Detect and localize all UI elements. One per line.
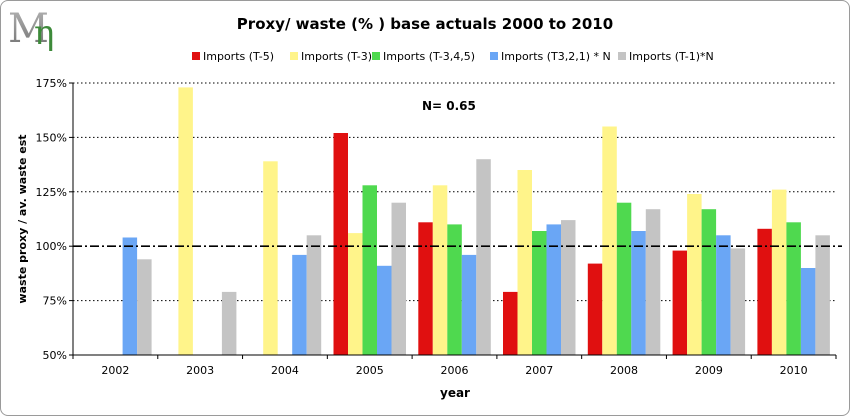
- bar: Imports (T-1)*N 2009: 99%: [730, 248, 746, 355]
- y-tick-label: 50%: [43, 349, 67, 362]
- bar: Imports (T3,2,1) * N 2002: 104%: [122, 237, 138, 355]
- bar: Imports (T-3) 2004: 139%: [263, 161, 278, 355]
- y-tick-label: 75%: [43, 295, 67, 308]
- x-axis: 2002 2003 2004 2005 2006 2007 2008 2009 2010: [72, 355, 837, 377]
- legend-swatch: [490, 52, 498, 60]
- bar: Imports (T3,2,1) * N 2007: 110%: [546, 224, 561, 355]
- bar: Imports (T-3) 2006: 128%: [432, 185, 448, 355]
- x-tick-label: 2006: [441, 364, 469, 377]
- bar: Imports (T-3) 2010: 126%: [771, 189, 787, 355]
- legend-label: Imports (T-3): [301, 50, 372, 63]
- chart-title: Proxy/ waste (% ) base actuals 2000 to 2…: [237, 15, 613, 33]
- logo-eta-glyph: η: [34, 13, 54, 53]
- bar: Imports (T-1)*N 2006: 140%: [476, 159, 491, 355]
- bar: Imports (T3,2,1) * N 2005: 91%: [377, 265, 392, 355]
- bar: Imports (T3,2,1) * N 2008: 107%: [631, 231, 646, 355]
- bar: Imports (T3,2,1) * N 2006: 96%: [461, 254, 477, 355]
- x-tick-label: 2010: [780, 364, 808, 377]
- bar: Imports (T-5) 2009: 98%: [672, 250, 688, 355]
- bar: Imports (T-5) 2008: 92%: [587, 263, 603, 355]
- x-tick-label: 2007: [525, 364, 553, 377]
- legend-swatch: [618, 52, 626, 60]
- legend-swatch: [290, 52, 298, 60]
- x-tick-label: 2009: [695, 364, 723, 377]
- bar: Imports (T-3,4,5) 2008: 120%: [616, 202, 632, 355]
- legend-swatch: [372, 52, 380, 60]
- bar: Imports (T-3,4,5) 2006: 110%: [447, 224, 462, 355]
- bar: Imports (T-5) 2006: 111%: [418, 222, 433, 355]
- bar: Imports (T-3) 2008: 155%: [602, 126, 617, 355]
- bar: Imports (T-5) 2005: 152%: [333, 133, 348, 355]
- x-tick-label: 2004: [271, 364, 299, 377]
- logo: M η: [8, 6, 54, 53]
- y-tick-label: 150%: [36, 131, 67, 144]
- bar: Imports (T-1)*N 2004: 105%: [306, 235, 322, 355]
- x-axis-label: year: [440, 386, 470, 400]
- y-axis-label: waste proxy / av. waste est: [16, 134, 29, 303]
- logo-m-glyph: M: [8, 6, 49, 52]
- bar: Imports (T-3,4,5) 2005: 128%: [362, 185, 377, 355]
- bar: Imports (T-1)*N 2003: 79%: [221, 291, 237, 355]
- bar: Imports (T-3) 2007: 135%: [517, 170, 532, 355]
- legend: Imports (T-5) Imports (T-3) Imports (T-3,4…: [192, 50, 714, 63]
- x-tick-label: 2002: [101, 364, 129, 377]
- y-tick-label: 100%: [36, 240, 67, 253]
- bar: Imports (T-1)*N 2002: 94%: [137, 259, 152, 355]
- bar: Imports (T-1)*N 2005: 120%: [391, 202, 406, 355]
- bar: Imports (T3,2,1) * N 2009: 105%: [716, 235, 731, 355]
- bar: Imports (T-3) 2003: 173%: [178, 87, 193, 356]
- x-tick-label: 2008: [610, 364, 638, 377]
- legend-label: Imports (T-5): [203, 50, 274, 63]
- bar: Imports (T-3) 2005: 106%: [348, 233, 363, 355]
- bar: Imports (T-3) 2009: 124%: [687, 194, 702, 355]
- x-tick-label: 2005: [356, 364, 384, 377]
- y-tick-label: 175%: [36, 77, 67, 90]
- n-annotation: N= 0.65: [422, 99, 476, 113]
- bar: Imports (T-3,4,5) 2009: 117%: [701, 209, 717, 355]
- legend-label: Imports (T3,2,1) * N: [501, 50, 611, 63]
- legend-label: Imports (T-3,4,5): [383, 50, 475, 63]
- legend-label: Imports (T-1)*N: [629, 50, 714, 63]
- y-axis: 50% 75% 100% 125% 150% 175%: [36, 77, 73, 362]
- bar: Imports (T-3,4,5) 2007: 107%: [532, 231, 547, 355]
- bar: Imports (T-1)*N 2007: 112%: [561, 220, 576, 355]
- bars: Imports (T3,2,1) * N 2002: 104%Imports (…: [122, 87, 830, 356]
- bar: Imports (T-1)*N 2008: 117%: [645, 209, 661, 355]
- y-tick-label: 125%: [36, 186, 67, 199]
- bar: Imports (T3,2,1) * N 2010: 90%: [800, 268, 816, 355]
- bar: Imports (T-5) 2007: 79%: [503, 291, 518, 355]
- x-tick-label: 2003: [186, 364, 214, 377]
- legend-swatch: [192, 52, 200, 60]
- bar: Imports (T-5) 2010: 108%: [757, 228, 772, 355]
- bar: Imports (T3,2,1) * N 2004: 96%: [292, 254, 307, 355]
- bar: Imports (T-1)*N 2010: 105%: [815, 235, 830, 355]
- bar: Imports (T-3,4,5) 2010: 111%: [786, 222, 801, 355]
